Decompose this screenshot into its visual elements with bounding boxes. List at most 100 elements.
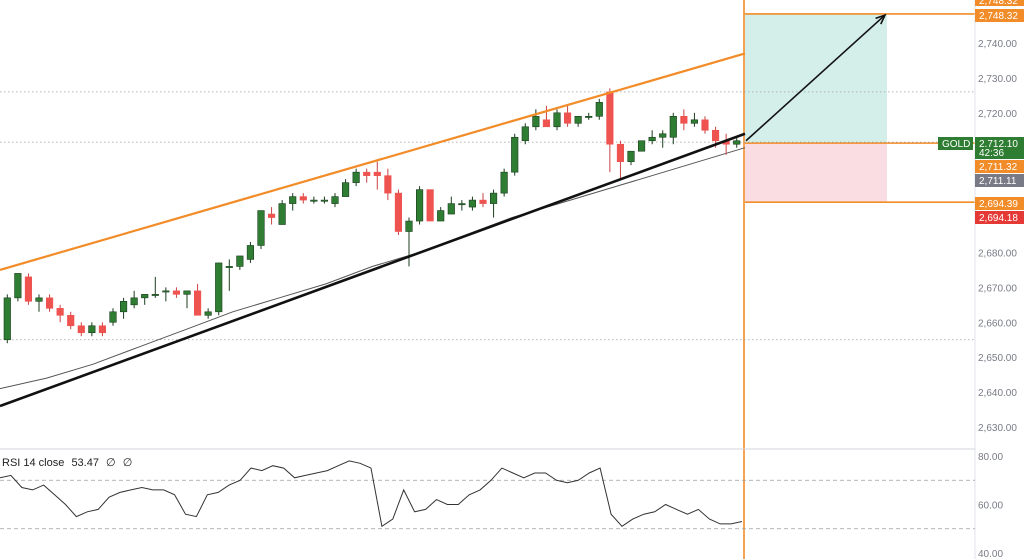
price-label: 2,748.32: [975, 9, 1024, 22]
candle-down: [67, 311, 75, 330]
candle-up: [733, 137, 741, 148]
candle-up: [648, 130, 656, 145]
candle-body: [711, 129, 720, 142]
candle-up: [151, 276, 159, 298]
candle-body: [690, 119, 699, 124]
candle-up: [257, 210, 265, 249]
rsi-extra-1: ∅: [106, 457, 116, 469]
trendline-line: [0, 132, 746, 408]
candle-body: [363, 171, 371, 176]
price-label: 2,711.32: [975, 160, 1024, 173]
candle-body: [542, 119, 551, 128]
candle-up: [320, 196, 329, 204]
candle-body: [521, 126, 529, 142]
candle-down: [394, 189, 403, 235]
candle-body: [394, 192, 403, 232]
price-label-text: 2,711.11: [979, 176, 1017, 187]
candle-down: [542, 105, 551, 128]
candle-body: [437, 210, 445, 222]
candle-down: [426, 189, 434, 222]
price-label-bg: [975, 197, 1024, 210]
candle-body: [77, 325, 85, 334]
candle-body: [331, 196, 339, 204]
candle-body: [585, 116, 593, 118]
candle-body: [141, 294, 149, 299]
rsi-value: 53.47: [71, 457, 99, 469]
candle-body: [204, 311, 212, 316]
candle-body: [130, 297, 138, 306]
candle-body: [352, 171, 360, 183]
candle-body: [500, 171, 508, 194]
price-tick-label: 2,650.00: [978, 353, 1017, 364]
horizontal-levels: [0, 91, 975, 341]
candle-body: [267, 213, 276, 218]
candle-body: [595, 102, 603, 117]
candle-up: [162, 287, 170, 302]
rsi-extra-2: ∅: [122, 457, 133, 469]
candle-up: [14, 273, 22, 302]
candle-body: [299, 196, 307, 201]
candle-body: [426, 189, 434, 222]
candle-body: [289, 196, 297, 204]
candle-body: [215, 262, 223, 313]
candle-body: [98, 325, 107, 334]
candle-down: [193, 283, 202, 316]
candle-down: [479, 193, 487, 208]
candle-body: [648, 136, 656, 142]
candle-up: [627, 150, 635, 166]
candle-body: [35, 297, 43, 302]
clipped-label-text: 2,748.32: [979, 0, 1018, 7]
price-label-text: 2,748.32: [979, 11, 1018, 22]
ma-line: [0, 147, 746, 390]
symbol-tag-bg: [938, 137, 973, 150]
candle-body: [14, 273, 22, 299]
candle-down: [363, 168, 371, 183]
candle-body: [468, 199, 477, 208]
candle-up: [204, 308, 212, 319]
candle-body: [489, 192, 498, 204]
price-label: 2,694.39: [975, 197, 1024, 210]
price-label-bg: [975, 174, 1024, 187]
rsi-tick-label: 40.00: [978, 549, 1003, 559]
rsi-tick-label: 80.00: [978, 452, 1003, 463]
candle-up: [553, 109, 561, 131]
target-arrow-line: [745, 14, 886, 142]
price-label: 2,711.11: [975, 174, 1024, 187]
candle-body: [447, 203, 455, 215]
candle-up: [331, 193, 339, 208]
price-label: 42:36: [975, 147, 1024, 159]
candle-body: [384, 175, 392, 194]
candle-body: [616, 143, 625, 162]
candle-up: [183, 290, 191, 309]
candle-up: [447, 196, 455, 215]
candle-up: [215, 262, 223, 316]
candle-up: [341, 179, 350, 197]
candle-body: [563, 112, 572, 124]
candle-up: [109, 308, 117, 326]
candle-down: [45, 294, 54, 312]
price-label-text: 2,694.18: [979, 213, 1018, 224]
candle-body: [637, 140, 646, 152]
candle-body: [162, 290, 170, 293]
candle-up: [458, 200, 466, 211]
price-labels: 2,748.32 2,712.10 GOLD 42:36 2,711.32 2,711.1…: [938, 0, 1024, 224]
candle-body: [680, 116, 688, 124]
candle-down: [373, 161, 381, 190]
candle-body: [669, 116, 677, 138]
price-tick-label: 2,720.00: [978, 109, 1017, 120]
candle-down: [299, 193, 307, 204]
rsi-pane: 80.00 60.00 40.00: [0, 448, 1003, 559]
candle-body: [24, 276, 33, 302]
candle-body: [193, 290, 202, 316]
candle-up: [310, 196, 318, 204]
price-label-text: 2,711.32: [979, 162, 1018, 173]
price-label: 2,694.18: [975, 211, 1024, 224]
candle-body: [257, 210, 265, 246]
candle-body: [320, 199, 329, 202]
candle-body: [225, 266, 233, 268]
target-arrowhead: [875, 13, 887, 25]
candle-up: [489, 189, 498, 218]
candle-body: [56, 308, 64, 316]
candle-up: [236, 255, 244, 270]
